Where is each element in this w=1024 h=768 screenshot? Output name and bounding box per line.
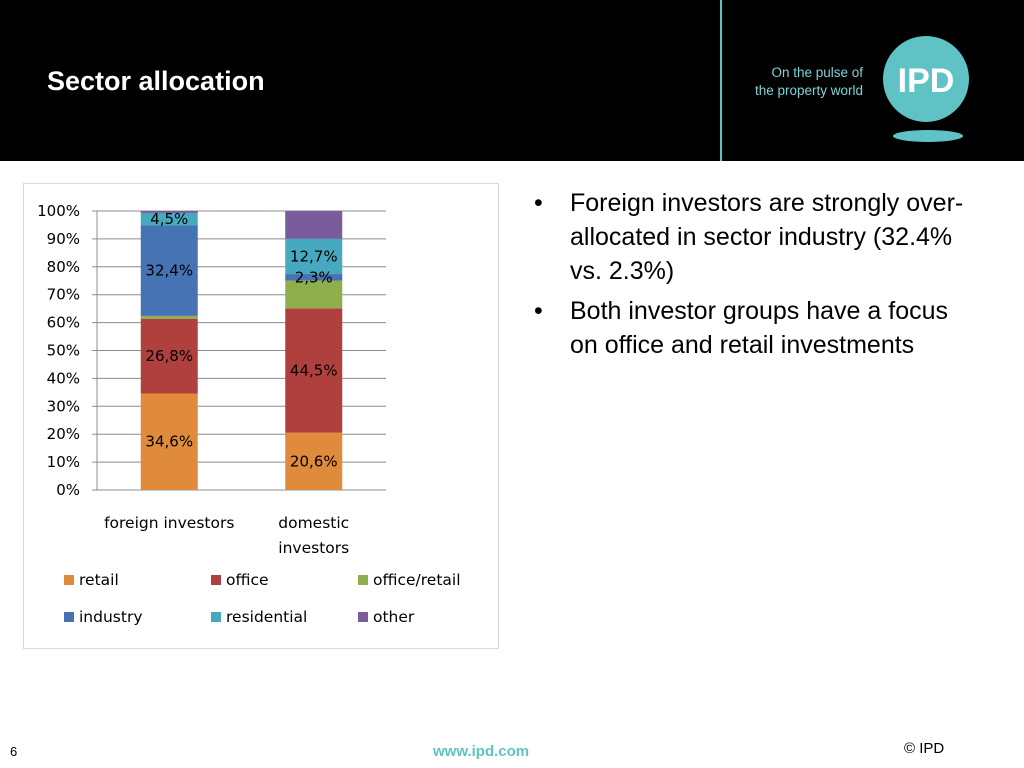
bar-segment	[285, 274, 343, 281]
data-label: 12,7%	[290, 247, 338, 265]
data-label: 32,4%	[145, 262, 193, 280]
sector-allocation-chart: 0% 10% 20% 30% 40% 50% 60% 70% 80% 90% 100% 34,6% 2…	[37, 202, 461, 626]
bar-segment	[285, 308, 343, 433]
y-tick-label: 90%	[47, 230, 80, 248]
data-label: 4,5%	[150, 210, 188, 228]
bar-segment	[285, 432, 343, 490]
y-tick-label: 80%	[47, 258, 80, 276]
legend-label: residential	[226, 608, 307, 626]
legend-swatch	[64, 612, 74, 622]
footer-url[interactable]: www.ipd.com	[433, 743, 530, 760]
bars-layer	[140, 211, 343, 490]
data-label: 26,8%	[145, 347, 193, 365]
brand-tagline: On the pulse of the property world	[733, 64, 863, 100]
legend-label: office/retail	[373, 571, 461, 589]
legend-swatch	[358, 575, 368, 585]
bar-segment	[140, 212, 198, 226]
logo-text: IPD	[898, 62, 955, 100]
legend-swatch	[64, 575, 74, 585]
page-number: 6	[10, 744, 18, 759]
bar-segment	[140, 393, 198, 490]
y-tick-label: 40%	[47, 369, 80, 387]
legend-swatch	[211, 612, 221, 622]
bullet-dot: •	[534, 189, 543, 217]
logo-shadow	[893, 130, 963, 142]
chart-frame: 0% 10% 20% 30% 40% 50% 60% 70% 80% 90% 100% 34,6% 2…	[23, 183, 499, 649]
data-label: 44,5%	[290, 361, 338, 379]
x-category-label: foreign investors	[104, 514, 234, 532]
bar-segment	[285, 211, 343, 239]
legend-label: retail	[79, 571, 119, 589]
y-tick-label: 70%	[47, 286, 80, 304]
y-tick-label: 100%	[37, 202, 80, 220]
bullet-dot: •	[534, 297, 543, 325]
data-label: 2,3%	[295, 268, 333, 286]
bar-segment	[140, 315, 198, 319]
legend-label: other	[373, 608, 415, 626]
y-tick-label: 50%	[47, 342, 80, 360]
ipd-logo: IPD	[883, 36, 969, 142]
y-tick-label: 20%	[47, 425, 80, 443]
tagline-line-1: On the pulse of	[771, 65, 863, 80]
slide-header: Sector allocation On the pulse of the pr…	[0, 0, 1024, 161]
bar-segment	[285, 280, 343, 309]
data-label: 34,6%	[145, 433, 193, 451]
legend-label: office	[226, 571, 269, 589]
bar-segment	[140, 211, 198, 213]
labels-layer: 34,6% 26,8% 32,4% 4,5% foreign investors 20,6…	[104, 210, 349, 557]
bullet-item: • Foreign investors are strongly over-al…	[534, 186, 974, 288]
bar-segment	[140, 225, 198, 316]
legend-swatch	[211, 575, 221, 585]
x-category-label: domestic	[278, 514, 349, 532]
tagline-line-2: the property world	[754, 83, 863, 98]
bullet-list: • Foreign investors are strongly over-al…	[534, 186, 974, 368]
legend-label: industry	[79, 608, 143, 626]
y-tick-label: 10%	[47, 453, 80, 471]
y-tick-label: 0%	[56, 481, 80, 499]
bullet-text: Both investor groups have a focus on off…	[570, 297, 949, 359]
bullet-item: • Both investor groups have a focus on o…	[534, 294, 974, 362]
header-divider	[720, 0, 722, 161]
bar-segment	[285, 238, 343, 275]
logo-circle	[883, 36, 969, 122]
y-tick-label: 60%	[47, 314, 80, 332]
x-category-label: investors	[278, 539, 349, 557]
legend-layer: retail office office/retail industry residen…	[64, 571, 461, 626]
y-tick-label: 30%	[47, 397, 80, 415]
slide-title: Sector allocation	[47, 66, 265, 96]
bullet-text: Foreign investors are strongly over-allo…	[570, 189, 964, 285]
bar-segment	[140, 318, 198, 394]
legend-swatch	[358, 612, 368, 622]
data-label: 20,6%	[290, 452, 338, 470]
copyright: © IPD	[904, 740, 945, 757]
